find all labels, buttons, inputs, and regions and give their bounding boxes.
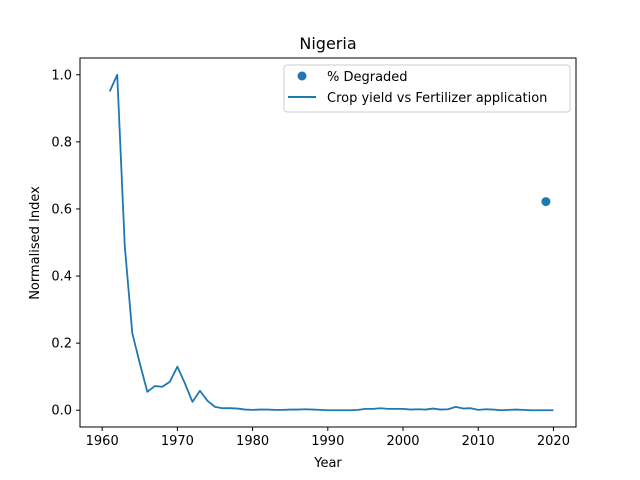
series-line-crop-yield <box>108 73 554 412</box>
x-tick-label: 1970 <box>161 434 194 449</box>
y-tick-label: 0.6 <box>51 202 72 217</box>
legend: % Degraded Crop yield vs Fertilizer appl… <box>283 64 571 113</box>
chart-title: Nigeria <box>299 34 356 53</box>
y-tick-label: 0.2 <box>51 337 72 352</box>
y-axis-title: Normalised Index <box>28 186 43 300</box>
plot-area <box>108 73 554 412</box>
legend-box <box>283 64 571 113</box>
x-axis-title: Year <box>313 456 342 471</box>
x-tick-label: 1980 <box>236 434 269 449</box>
scatter-point-degraded <box>541 197 551 207</box>
y-tick-label: 0.4 <box>51 270 72 285</box>
x-tick-label: 2000 <box>386 434 419 449</box>
y-tick-label: 0.8 <box>51 135 72 150</box>
legend-label-degraded: % Degraded <box>327 70 408 85</box>
y-tick-label: 1.0 <box>51 68 72 83</box>
x-tick-label: 2020 <box>537 434 570 449</box>
x-tick-label: 2010 <box>462 434 495 449</box>
legend-label-crop-yield: Crop yield vs Fertilizer application <box>327 91 547 106</box>
x-axis: 1960 1970 1980 1990 2000 2010 2020 <box>86 427 570 449</box>
legend-marker-degraded <box>297 71 307 81</box>
y-tick-label: 0.0 <box>51 404 72 419</box>
x-tick-label: 1990 <box>311 434 344 449</box>
y-axis: 0.0 0.2 0.4 0.6 0.8 1.0 <box>51 68 80 419</box>
x-tick-label: 1960 <box>86 434 119 449</box>
